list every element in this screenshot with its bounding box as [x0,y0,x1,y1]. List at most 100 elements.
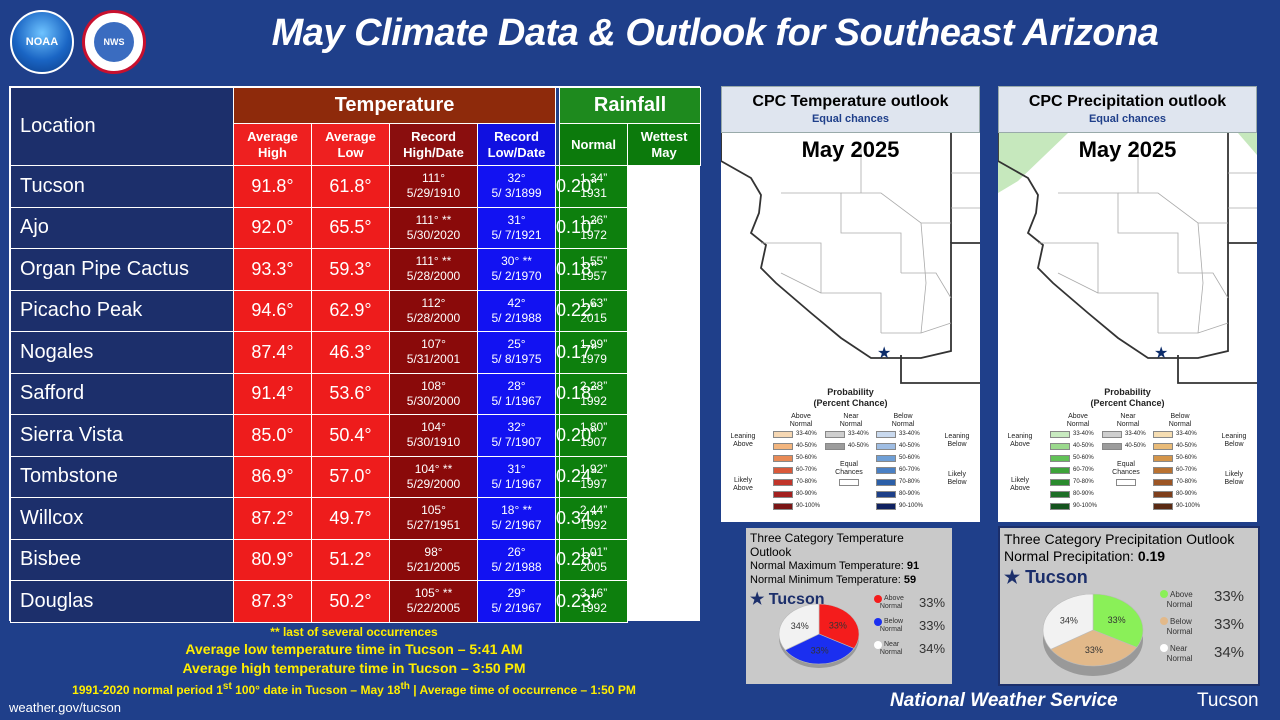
legend-swatch-below [1153,455,1173,462]
arizona-county-map [721,133,980,384]
legend-swatch-above [1050,503,1070,510]
temperature-pie-chart: 33% 33% 34% [778,603,860,668]
pie-legend-near: Near Normal [874,641,902,657]
legend-swatch-below [876,455,896,462]
wettest-value: 1.80” 1907 [559,414,629,457]
table-row: Tucson 91.8° 61.8° 111° 5/29/1910 32° 5/ 3/189… [10,165,701,208]
precipitation-outlook-map: May 2025 ★ Probability (Percent Chance) A… [998,133,1257,522]
avg-low-value: 62.9° [311,289,390,332]
legend-swatch-below [1153,491,1173,498]
pie-legend-below: Below Normal [874,618,903,634]
legend-swatch-above [773,443,793,450]
record-high-value: 112° 5/28/2000 [389,289,478,332]
first-100-note: 1991-2020 normal period 1st 100° date in… [72,681,636,697]
location-name: Douglas [10,580,234,623]
legend-bin-label: 33-40% [1073,431,1094,437]
temperature-city: ★ Tucson [750,591,825,608]
temperature-category-title: Three Category Temperature Outlook [750,531,904,559]
nws-logo: NWS [82,10,146,74]
avg-low-value: 53.6° [311,372,390,415]
legend-swatch-near [1102,443,1122,450]
normal-precip-line: Normal Precipitation: 0.19 [1004,548,1166,564]
legend-swatch-equal [839,479,859,486]
record-low-value: 31° 5/ 7/1921 [476,206,557,249]
temperature-probability-title: Probability (Percent Chance) [813,387,888,408]
legend-swatch-above [773,503,793,510]
table-body: Tucson 91.8° 61.8° 111° 5/29/1910 32° 5/ 3/189… [10,165,701,623]
pie-slice-label: 33% [1108,615,1126,625]
precipitation-outlook-header: CPC Precipitation outlook Equal chances [998,86,1257,133]
avg-high-value: 93.3° [233,248,312,291]
table-row: Organ Pipe Cactus 93.3° 59.3° 111° ** 5/28/2… [10,248,701,291]
avg-low-value: 51.2° [311,538,390,581]
legend-bin-label: 40-50% [1073,443,1094,449]
legend-swatch-below [1153,443,1173,450]
nws-logo-text: NWS [103,37,125,47]
legend-bin-label: 40-50% [1176,443,1197,449]
pie-pct-above: 33% [919,595,946,610]
record-high-value: 98° 5/21/2005 [389,538,478,581]
legend-swatch-near [825,443,845,450]
wettest-value: 1.26” 1972 [559,206,629,249]
legend-leaning-below: Leaning Below [1221,433,1247,448]
avg-low-value: 57.0° [311,455,390,498]
legend-swatch-below [876,431,896,438]
pie-slice-near [1042,593,1094,650]
pie-slice-label: 34% [791,621,809,631]
normal-rain-header: Normal [559,123,629,166]
pie-pct-below: 33% [1214,616,1245,633]
avg-low-header: Average Low [311,123,390,166]
normal-min-line: Normal Minimum Temperature: 59 [750,574,917,586]
occurrence-note: ** last of several occurrences [270,625,438,639]
pie-pct-near: 34% [919,641,946,656]
legend-swatch-above [773,479,793,486]
column-separator [555,87,560,166]
table-row: Picacho Peak 94.6° 62.9° 112° 5/28/2000 42° 5/… [10,289,701,332]
legend-bin-label: 60-70% [899,467,920,473]
legend-swatch-above [773,455,793,462]
legend-leaning-above: Leaning Above [1007,433,1033,448]
temperature-outlook-title: CPC Temperature outlook [752,93,949,110]
legend-bin-label: 40-50% [848,443,869,449]
legend-bin-label: 60-70% [1073,467,1094,473]
legend-swatch-above [1050,467,1070,474]
legend-swatch-above [773,491,793,498]
legend-swatch-above [1050,479,1070,486]
noaa-logo: NOAA [10,10,74,74]
record-high-value: 111° ** 5/30/2020 [389,206,478,249]
legend-bin-label: 70-80% [899,479,920,485]
avg-low-value: 46.3° [311,331,390,374]
wettest-value: 2.28” 1992 [559,372,629,415]
legend-bin-label: 40-50% [796,443,817,449]
temperature-outlook-header: CPC Temperature outlook Equal chances [721,86,980,133]
legend-bin-label: 70-80% [796,479,817,485]
legend-swatch-above [1050,431,1070,438]
legend-bin-label: 33-40% [1176,431,1197,437]
legend-bin-label: 90-100% [1073,503,1098,509]
pie-legend-below: Below Normal [1160,617,1192,637]
pie-legend-above: Above Normal [1160,590,1193,610]
avg-high-value: 86.9° [233,455,312,498]
avg-high-value: 87.4° [233,331,312,374]
avg-low-value: 59.3° [311,248,390,291]
location-name: Organ Pipe Cactus [10,248,234,291]
wettest-value: 1.01” 2005 [559,538,629,581]
pie-slice-label: 34% [1060,615,1078,625]
location-name: Bisbee [10,538,234,581]
nws-logo-inner: NWS [94,22,134,62]
temperature-header: Temperature [232,87,557,124]
legend-bin-label: 90-100% [899,503,924,509]
legend-equal-chances: Equal Chances [1112,461,1140,476]
record-high-value: 105° 5/27/1951 [389,497,478,540]
avg-high-value: 91.8° [233,165,312,208]
pie-legend-near: Near Normal [1160,644,1192,664]
pie-pct-near: 34% [1214,644,1245,661]
legend-col-near: Near Normal [839,413,863,428]
table-row: Tombstone 86.9° 57.0° 104° ** 5/29/2000 31° 5/… [10,455,701,498]
legend-swatch-below [876,503,896,510]
record-low-value: 32° 5/ 7/1907 [476,414,557,457]
avg-low-value: 50.2° [311,580,390,623]
legend-col-below: Below Normal [891,413,915,428]
record-high-value: 104° ** 5/29/2000 [389,455,478,498]
legend-swatch-below [876,479,896,486]
